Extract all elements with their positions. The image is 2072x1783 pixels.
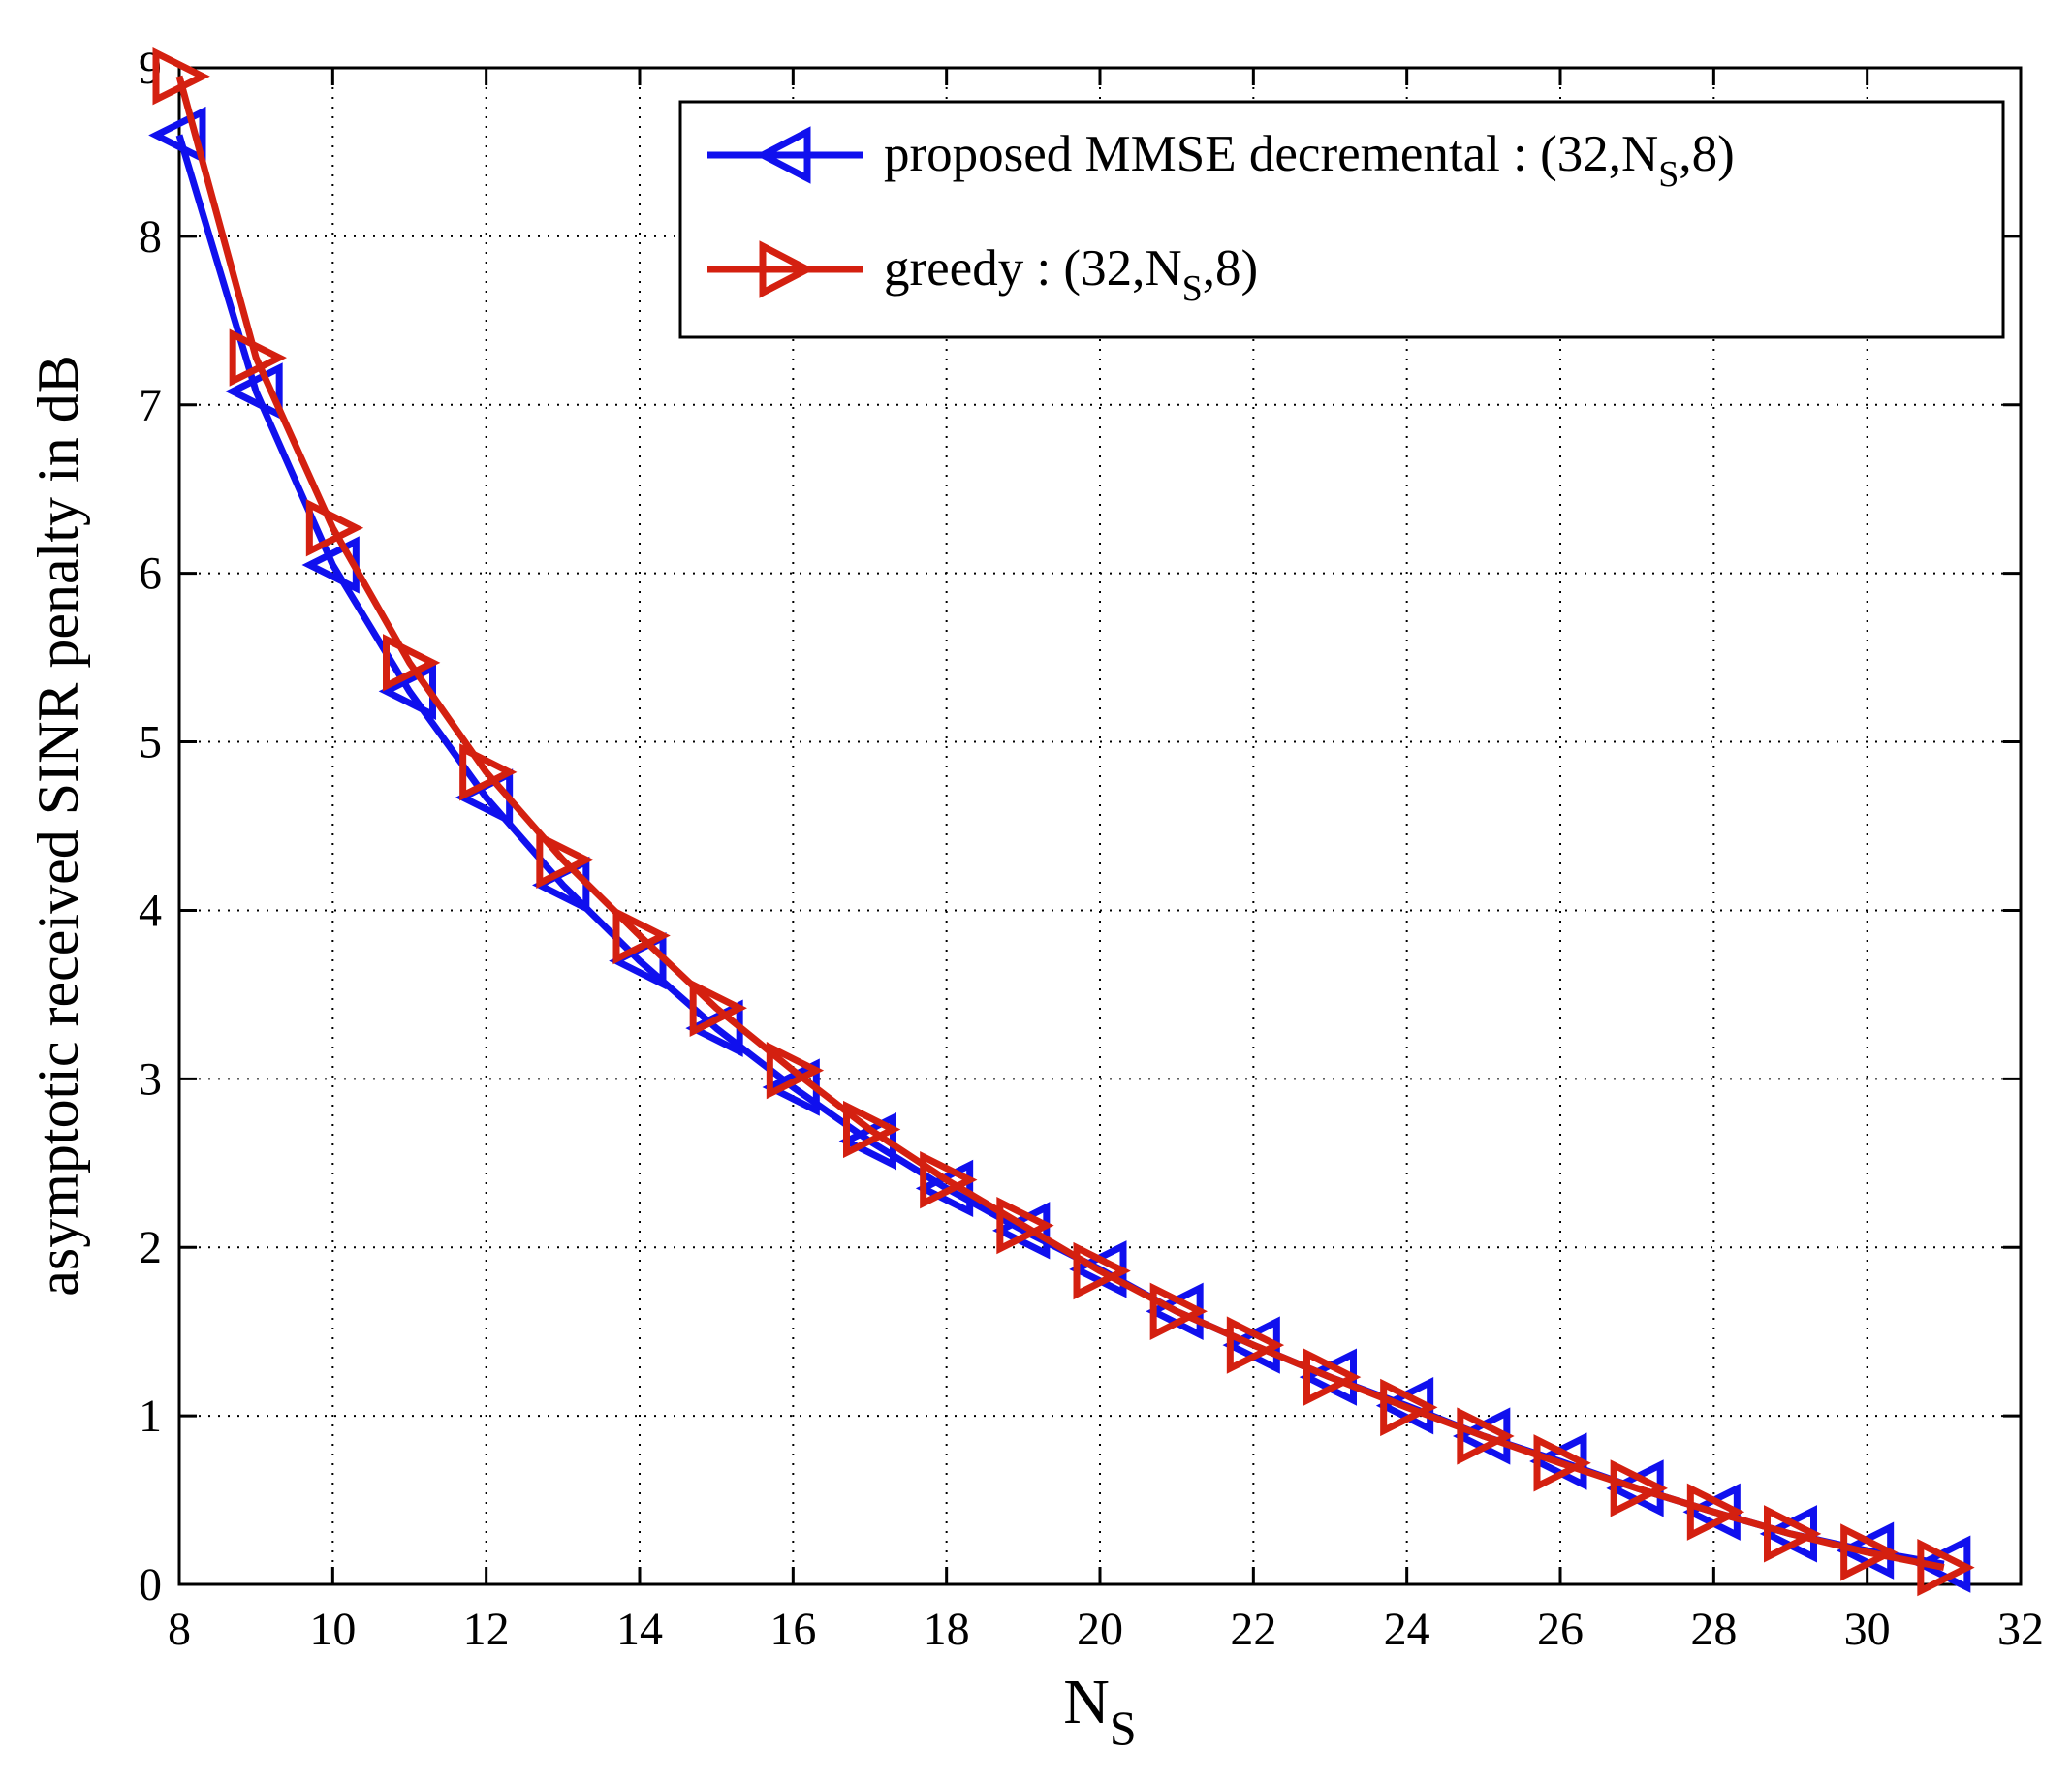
x-tick-label: 32 xyxy=(1997,1604,2044,1655)
series-group xyxy=(148,47,1975,1597)
legend-marker-greedy xyxy=(759,240,815,298)
data-point xyxy=(766,1041,825,1100)
legend-label-greedy-main: greedy : (32,N xyxy=(884,240,1182,297)
data-point xyxy=(1457,1407,1515,1465)
data-point xyxy=(148,106,206,165)
y-tick-label: 3 xyxy=(139,1053,162,1105)
x-tick-label: 18 xyxy=(924,1604,970,1655)
legend-label-greedy-sub: S xyxy=(1182,268,1203,309)
y-tick-label: 1 xyxy=(139,1391,162,1442)
x-axis-label-sub: S xyxy=(1110,1701,1137,1755)
data-point xyxy=(920,1151,978,1209)
legend-marker-proposed xyxy=(755,126,811,184)
y-tick-label: 8 xyxy=(139,211,162,263)
data-point xyxy=(1073,1241,1131,1300)
legend-label-greedy-suffix: ,8) xyxy=(1203,240,1258,297)
data-point xyxy=(1303,1348,1362,1406)
data-point xyxy=(1533,1434,1591,1492)
data-point xyxy=(612,906,671,965)
y-axis-label: asymptotic received SINR penalty in dB xyxy=(26,355,90,1296)
x-tick-label: 26 xyxy=(1537,1604,1584,1655)
data-point xyxy=(459,743,518,801)
data-point xyxy=(996,1196,1054,1255)
data-point xyxy=(383,634,441,692)
legend-label-proposed-suffix: ,8) xyxy=(1679,126,1734,182)
y-tick-label: 4 xyxy=(139,885,162,936)
data-point xyxy=(1917,1538,1975,1597)
data-point xyxy=(1610,1459,1668,1517)
x-tick-label: 8 xyxy=(168,1604,191,1655)
x-tick-label: 28 xyxy=(1690,1604,1737,1655)
data-point xyxy=(1226,1316,1285,1374)
legend-label-proposed-sub: S xyxy=(1658,154,1679,195)
x-tick-label: 12 xyxy=(463,1604,510,1655)
x-axis-label-main: N xyxy=(1063,1667,1110,1737)
x-tick-label: 24 xyxy=(1384,1604,1430,1655)
x-tick-label: 20 xyxy=(1077,1604,1123,1655)
legend: proposed MMSE decremental : (32,NS,8) gr… xyxy=(678,100,2005,339)
y-tick-label: 7 xyxy=(139,380,162,431)
data-point xyxy=(1380,1378,1438,1437)
x-tick-label: 16 xyxy=(769,1604,816,1655)
data-point xyxy=(1686,1483,1745,1541)
legend-label-greedy: greedy : (32,NS,8) xyxy=(884,240,1258,309)
legend-label-proposed-main: proposed MMSE decremental : (32,N xyxy=(884,126,1658,182)
data-point xyxy=(1149,1282,1208,1340)
x-tick-label: 22 xyxy=(1230,1604,1276,1655)
data-point xyxy=(689,979,747,1037)
data-point xyxy=(843,1100,901,1159)
data-point xyxy=(1840,1523,1899,1581)
x-tick-label: 10 xyxy=(309,1604,356,1655)
y-tick-label: 2 xyxy=(139,1222,162,1273)
y-tick-label: 6 xyxy=(139,548,162,600)
series-greedy xyxy=(152,47,1975,1597)
data-point xyxy=(992,1202,1051,1260)
data-point xyxy=(152,47,210,106)
y-tick-label: 0 xyxy=(139,1559,162,1611)
x-tick-label: 14 xyxy=(616,1604,663,1655)
x-axis-label: NS xyxy=(1063,1667,1136,1755)
data-point xyxy=(1764,1505,1822,1563)
y-tick-label: 5 xyxy=(139,717,162,768)
legend-label-proposed: proposed MMSE decremental : (32,NS,8) xyxy=(884,126,1735,195)
data-point xyxy=(225,362,283,421)
x-tick-label: 30 xyxy=(1844,1604,1891,1655)
data-point xyxy=(229,328,287,387)
legend-box xyxy=(678,100,2005,339)
data-point xyxy=(305,499,364,557)
data-point xyxy=(536,830,594,889)
